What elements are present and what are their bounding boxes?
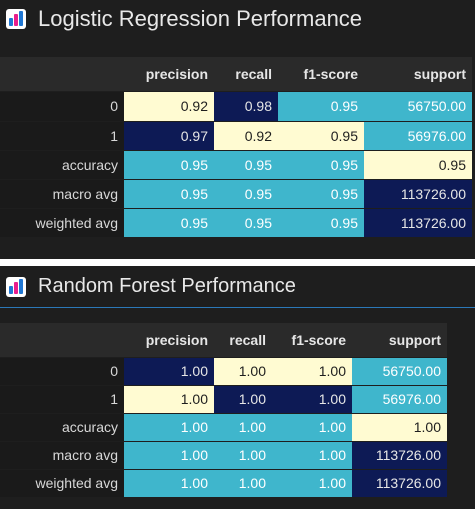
table-cell: 0.95: [214, 179, 278, 209]
row-label: accuracy: [0, 150, 124, 180]
table-cell: 56976.00: [364, 121, 472, 151]
row-label: 0: [0, 357, 124, 386]
column-header: precision: [124, 323, 214, 358]
table-row: 0 0.92 0.98 0.95 56750.00: [0, 91, 472, 122]
table-cell: 0.98: [214, 91, 278, 122]
table-cell: 0.95: [214, 150, 278, 180]
table-cell: 56750.00: [352, 357, 447, 386]
table-cell: 0.97: [124, 121, 214, 151]
table-row: weighted avg 0.95 0.95 0.95 113726.00: [0, 208, 472, 238]
table-cell: 1.00: [272, 441, 352, 470]
classification-report-table: precision recall f1-score support 0 0.92…: [0, 57, 472, 238]
panel-title: Logistic Regression Performance: [38, 6, 363, 31]
random-forest-panel: Random Forest Performance precision reca…: [0, 266, 475, 509]
row-label: macro avg: [0, 179, 124, 209]
table-cell: 1.00: [272, 385, 352, 414]
table-cell: 0.95: [214, 208, 278, 238]
table-cell: 1.00: [124, 469, 214, 498]
table-cell: 1.00: [272, 357, 352, 386]
table-cell: 56750.00: [364, 91, 472, 122]
table-row: accuracy 1.00 1.00 1.00 1.00: [0, 413, 447, 442]
table-cell: 0.92: [124, 91, 214, 122]
table-row: macro avg 1.00 1.00 1.00 113726.00: [0, 441, 447, 470]
row-label: 1: [0, 121, 124, 151]
column-header: f1-score: [272, 323, 352, 358]
index-header: [0, 57, 124, 92]
table-cell: 1.00: [272, 469, 352, 498]
table-cell: 1.00: [124, 441, 214, 470]
table-cell: 1.00: [214, 413, 272, 442]
table-cell: 1.00: [124, 413, 214, 442]
bar-chart-icon: [6, 9, 26, 29]
column-header: recall: [214, 57, 278, 92]
table-cell: 0.95: [278, 91, 364, 122]
row-label: macro avg: [0, 441, 124, 470]
table-cell: 0.95: [278, 150, 364, 180]
table-row: accuracy 0.95 0.95 0.95 0.95: [0, 150, 472, 180]
table-cell: 1.00: [214, 357, 272, 386]
table-row: 1 1.00 1.00 1.00 56976.00: [0, 385, 447, 414]
panel-title: Random Forest Performance: [38, 275, 296, 297]
row-label: weighted avg: [0, 208, 124, 238]
table-cell: 113726.00: [352, 469, 447, 498]
row-label: 1: [0, 385, 124, 414]
table-cell: 113726.00: [364, 208, 472, 238]
table-cell: 113726.00: [352, 441, 447, 470]
table-cell: 0.92: [214, 121, 278, 151]
table-row: weighted avg 1.00 1.00 1.00 113726.00: [0, 469, 447, 498]
row-label: accuracy: [0, 413, 124, 442]
table-cell: 1.00: [124, 357, 214, 386]
column-header: precision: [124, 57, 214, 92]
table-cell: 0.95: [124, 179, 214, 209]
table-cell: 1.00: [124, 385, 214, 414]
table-header-row: precision recall f1-score support: [0, 323, 447, 358]
table-cell: 0.95: [364, 150, 472, 180]
table-cell: 1.00: [214, 385, 272, 414]
column-header: support: [352, 323, 447, 358]
table-cell: 1.00: [272, 413, 352, 442]
table-cell: 0.95: [278, 121, 364, 151]
column-header: support: [364, 57, 472, 92]
row-label: 0: [0, 91, 124, 122]
column-header: recall: [214, 323, 272, 358]
row-label: weighted avg: [0, 469, 124, 498]
classification-report-table: precision recall f1-score support 0 1.00…: [0, 323, 447, 498]
table-cell: 0.95: [124, 150, 214, 180]
table-cell: 56976.00: [352, 385, 447, 414]
bar-chart-icon: [6, 276, 26, 297]
table-row: macro avg 0.95 0.95 0.95 113726.00: [0, 179, 472, 209]
table-header-row: precision recall f1-score support: [0, 57, 472, 92]
column-header: f1-score: [278, 57, 364, 92]
table-cell: 113726.00: [364, 179, 472, 209]
table-cell: 0.95: [278, 179, 364, 209]
table-cell: 0.95: [124, 208, 214, 238]
logistic-regression-panel: Logistic Regression Performance precisio…: [0, 0, 475, 259]
table-cell: 1.00: [214, 469, 272, 498]
index-header: [0, 323, 124, 358]
panel-title-bar: Logistic Regression Performance: [0, 0, 475, 38]
table-cell: 1.00: [214, 441, 272, 470]
table-cell: 0.95: [278, 208, 364, 238]
table-cell: 1.00: [352, 413, 447, 442]
table-row: 0 1.00 1.00 1.00 56750.00: [0, 357, 447, 386]
panel-title-bar: Random Forest Performance: [0, 266, 475, 308]
table-row: 1 0.97 0.92 0.95 56976.00: [0, 121, 472, 151]
